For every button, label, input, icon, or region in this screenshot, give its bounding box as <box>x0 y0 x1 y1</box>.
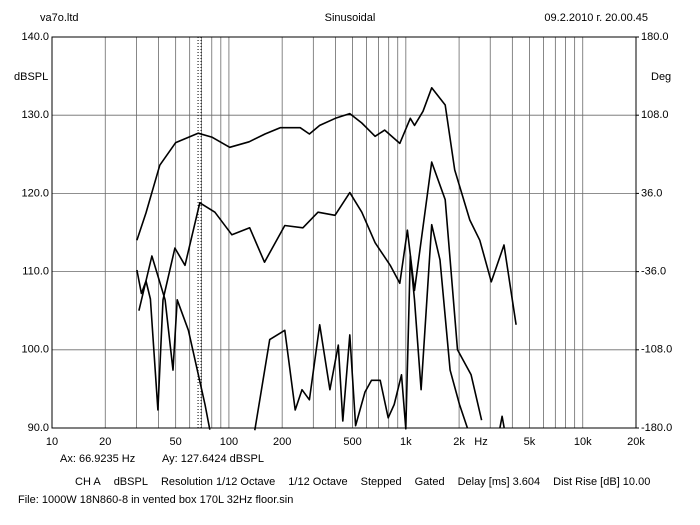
info-text: Stepped <box>361 476 402 488</box>
y2-tick-label: 108.0 <box>641 109 669 121</box>
response-curve <box>136 161 483 421</box>
x-tick-label: 200 <box>273 436 291 448</box>
y-tick-label: 110.0 <box>22 266 49 278</box>
file-text: File: 1000W 18N860-8 in vented box 170L … <box>18 494 293 506</box>
info-text: dBSPL <box>114 476 148 488</box>
x-tick-label: 100 <box>220 436 238 448</box>
cursor-x-text: Ax: 66.9235 Hz <box>60 453 135 465</box>
response-curve <box>138 223 505 431</box>
info-text: Dist Rise [dB] 10.00 <box>553 476 650 488</box>
y2-axis-label: Deg <box>651 71 671 83</box>
x-unit-label: Hz <box>474 436 487 448</box>
y2-tick-label: -180.0 <box>641 422 672 434</box>
plot-area <box>52 37 636 428</box>
info-text: 1/12 Octave <box>288 476 347 488</box>
x-tick-label: 20k <box>627 436 645 448</box>
x-tick-label: 10k <box>574 436 592 448</box>
cursor-y-text: Ay: 127.6424 dBSPL <box>162 453 264 465</box>
info-text: Gated <box>415 476 445 488</box>
x-tick-label: 5k <box>524 436 536 448</box>
y2-tick-label: 180.0 <box>641 31 669 43</box>
x-tick-label: 20 <box>99 436 111 448</box>
y-tick-label: 100.0 <box>21 344 49 356</box>
y2-tick-label: -36.0 <box>641 266 666 278</box>
y-tick-label: 90.0 <box>28 422 49 434</box>
x-tick-label: 1k <box>400 436 412 448</box>
plot-border <box>51 36 637 429</box>
header-right: 09.2.2010 г. 20.00.45 <box>544 12 648 24</box>
x-tick-label: 500 <box>343 436 361 448</box>
y-axis-label: dBSPL <box>14 71 48 83</box>
x-tick-label: 10 <box>46 436 58 448</box>
chart-title: Sinusoidal <box>325 12 376 24</box>
x-tick-label: 2k <box>453 436 465 448</box>
response-curve <box>136 87 517 325</box>
y2-tick-label: 36.0 <box>641 187 662 199</box>
y2-tick-label: -108.0 <box>641 344 672 356</box>
x-tick-label: 50 <box>170 436 182 448</box>
y-tick-label: 140.0 <box>21 31 49 43</box>
header-left: va7o.ltd <box>40 12 79 24</box>
info-text: CH A <box>75 476 101 488</box>
info-text: Resolution 1/12 Octave <box>161 476 275 488</box>
y-tick-label: 130.0 <box>21 109 49 121</box>
info-text: Delay [ms] 3.604 <box>458 476 541 488</box>
y-tick-label: 120.0 <box>21 187 49 199</box>
